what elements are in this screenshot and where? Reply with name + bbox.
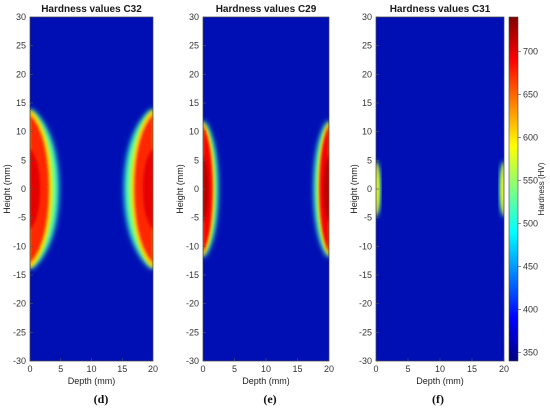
- y-tick-labels-f: -30 -25 -20 -15 -10 -5 0 5 10 15 20 25 30: [359, 12, 379, 366]
- colorbar-tick-label: 550: [523, 175, 538, 185]
- x-tick-label-f: 10: [435, 364, 445, 374]
- y-tick-label-f: 10: [362, 127, 372, 137]
- y-tick-label-e: -30: [186, 356, 199, 366]
- colorbar: 350 400 450 500 550 600 650 700 Hardness (HV): [508, 16, 546, 362]
- x-tick-label-e: 15: [292, 364, 302, 374]
- panel-e: Hardness values C29 -30 -25 -20 -15 -10 -5 0 5 1…: [175, 4, 334, 406]
- y-tick-label-f: 20: [362, 69, 372, 79]
- x-tick-label-d: 10: [86, 364, 96, 374]
- y-tick-label-d: 30: [16, 12, 26, 22]
- y-tick-label-e: 10: [189, 127, 199, 137]
- x-tick-label-d: 20: [148, 364, 158, 374]
- panel-title-d: Hardness values C32: [41, 4, 142, 15]
- y-tick-labels-d: -30 -25 -20 -15 -10 -5 0 5 10 15 20 25 30: [13, 12, 33, 366]
- y-tick-label-f: 30: [362, 12, 372, 22]
- y-tick-label-f: -25: [359, 327, 372, 337]
- x-tick-label-f: 20: [499, 364, 509, 374]
- colorbar-tick-labels: 350 400 450 500 550 600 650 700: [518, 46, 538, 357]
- y-axis-label-f: Height (mm): [349, 164, 359, 214]
- y-tick-label-f: -10: [359, 241, 372, 251]
- y-tick-label-d: 15: [16, 98, 26, 108]
- panel-title-e: Hardness values C29: [216, 4, 317, 15]
- y-tick-label-e: -25: [186, 327, 199, 337]
- x-axis-label-f: Depth (mm): [416, 376, 464, 386]
- y-tick-label-f: 15: [362, 98, 372, 108]
- colorbar-tick-label: 450: [523, 261, 538, 271]
- colorbar-label: Hardness (HV): [537, 162, 546, 215]
- y-tick-label-d: -30: [13, 356, 26, 366]
- heatmap-d: [30, 108, 153, 270]
- x-tick-labels-d: 0 5 10 15 20: [27, 358, 158, 374]
- y-tick-label-f: -30: [359, 356, 372, 366]
- y-tick-label-d: 0: [21, 184, 26, 194]
- y-tick-label-d: 10: [16, 127, 26, 137]
- y-tick-label-e: -5: [191, 213, 199, 223]
- y-tick-label-d: -25: [13, 327, 26, 337]
- panel-label-f: (f): [432, 392, 444, 406]
- y-tick-label-e: 30: [189, 12, 199, 22]
- x-tick-label-f: 5: [405, 364, 410, 374]
- y-tick-label-f: 25: [362, 41, 372, 51]
- y-tick-label-d: 20: [16, 69, 26, 79]
- y-tick-label-f: -20: [359, 299, 372, 309]
- y-tick-label-e: 25: [189, 41, 199, 51]
- y-tick-label-e: -10: [186, 241, 199, 251]
- y-tick-label-f: -15: [359, 270, 372, 280]
- plot-area-e: [203, 17, 329, 361]
- x-tick-label-e: 0: [200, 364, 205, 374]
- y-axis-label-d: Height (mm): [2, 164, 12, 214]
- y-tick-label-e: -15: [186, 270, 199, 280]
- x-tick-labels-e: 0 5 10 15 20: [200, 358, 334, 374]
- y-tick-label-f: 5: [367, 155, 372, 165]
- x-tick-label-e: 10: [261, 364, 271, 374]
- panel-f: Hardness values C31 -30 -25 -20 -15 -10 -5 0 5 1…: [349, 4, 509, 406]
- y-tick-label-d: 5: [21, 155, 26, 165]
- colorbar-gradient: [508, 16, 519, 362]
- y-tick-label-d: -15: [13, 270, 26, 280]
- plot-area-f: [376, 17, 504, 361]
- y-tick-labels-e: -30 -25 -20 -15 -10 -5 0 5 10 15 20 25 30: [186, 12, 206, 366]
- colorbar-tick-label: 350: [523, 347, 538, 357]
- y-tick-label-e: 5: [194, 155, 199, 165]
- panel-label-e: (e): [263, 392, 276, 406]
- panel-label-d: (d): [94, 392, 109, 406]
- heatmap-e: [203, 120, 329, 258]
- y-tick-label-f: -5: [364, 213, 372, 223]
- x-tick-label-f: 0: [373, 364, 378, 374]
- hardness-zone-right-e: [323, 154, 329, 224]
- y-tick-label-d: -10: [13, 241, 26, 251]
- panel-title-f: Hardness values C31: [390, 4, 491, 15]
- y-tick-label-e: 0: [194, 184, 199, 194]
- colorbar-tick-label: 600: [523, 132, 538, 142]
- y-tick-label-d: 25: [16, 41, 26, 51]
- y-tick-label-d: -20: [13, 299, 26, 309]
- x-tick-label-e: 5: [232, 364, 237, 374]
- hardness-zone-left-d: [30, 148, 41, 230]
- panel-d: Hardness values C32 -30 -25 -20 -15 -10 -5 0 5 1…: [2, 4, 158, 406]
- hardness-zone-right-d: [142, 148, 153, 230]
- colorbar-tick-label: 650: [523, 89, 538, 99]
- hardness-zone-right-f: [502, 174, 504, 204]
- x-tick-label-f: 15: [467, 364, 477, 374]
- x-axis-label-e: Depth (mm): [242, 376, 290, 386]
- x-axis-label-d: Depth (mm): [68, 376, 116, 386]
- colorbar-tick-label: 700: [523, 46, 538, 56]
- x-tick-label-d: 5: [58, 364, 63, 374]
- y-tick-label-e: -20: [186, 299, 199, 309]
- y-tick-label-e: 20: [189, 69, 199, 79]
- y-tick-label-d: -5: [18, 213, 26, 223]
- x-tick-labels-f: 0 5 10 15 20: [373, 358, 509, 374]
- y-axis-label-e: Height (mm): [175, 164, 185, 214]
- y-tick-label-e: 15: [189, 98, 199, 108]
- x-tick-label-e: 20: [324, 364, 334, 374]
- y-tick-label-f: 0: [367, 184, 372, 194]
- x-tick-label-d: 15: [117, 364, 127, 374]
- colorbar-tick-label: 400: [523, 304, 538, 314]
- colorbar-tick-label: 500: [523, 218, 538, 228]
- x-tick-label-d: 0: [27, 364, 32, 374]
